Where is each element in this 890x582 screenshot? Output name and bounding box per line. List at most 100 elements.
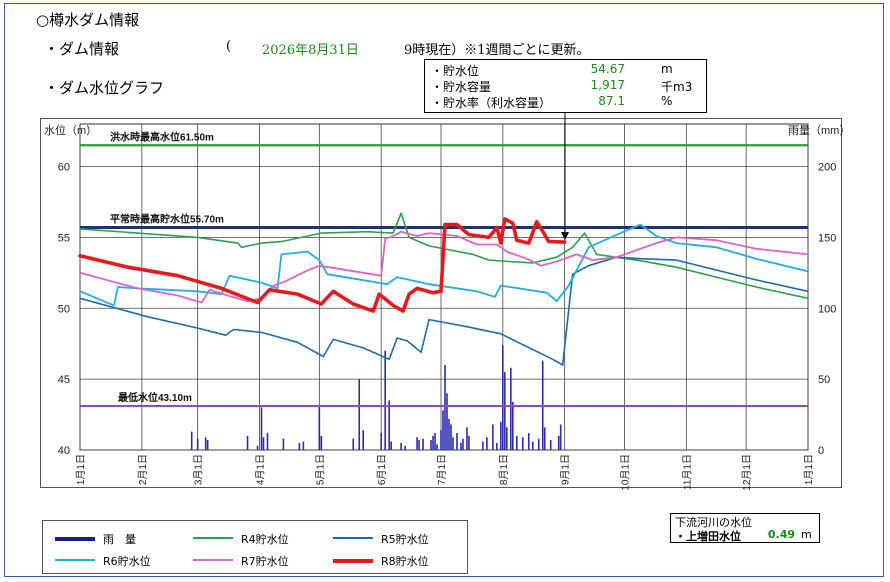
storage-rate-row: ・貯水率（利水容量） 87.1 % — [431, 94, 701, 110]
date-paren: ( — [226, 39, 232, 54]
rain-bar — [531, 441, 534, 450]
x-tick-label: 10月1日 — [620, 454, 632, 491]
storage-rate-label: ・貯水率（利水容量） — [431, 96, 552, 110]
x-tick-label: 11月1日 — [681, 454, 693, 490]
rain-bar — [246, 435, 249, 450]
legend-swatch-r7 — [193, 559, 233, 561]
storage-level-value: 54.67 — [590, 62, 625, 76]
x-tick-label: 1月1日 — [75, 454, 87, 485]
rain-bar — [352, 438, 355, 450]
rain-bar — [543, 427, 546, 450]
y-right-tick-label: 100 — [818, 303, 836, 315]
rain-bar — [434, 432, 436, 450]
rain-bar — [422, 438, 424, 450]
storage-level-unit: m — [661, 62, 673, 76]
legend-label-r5: R5貯水位 — [381, 533, 429, 546]
legend-label-r4: R4貯水位 — [241, 533, 289, 546]
legend-label-r6: R6貯水位 — [103, 555, 151, 568]
legend-swatch-r6 — [55, 559, 95, 561]
rain-bar — [204, 437, 207, 450]
y-right-tick-label: 0 — [818, 445, 824, 457]
y-right-tick-label: 200 — [818, 162, 836, 174]
legend-swatch-rain — [55, 537, 95, 541]
x-tick-label: 1月1日 — [803, 454, 815, 485]
rain-bar — [196, 438, 199, 450]
rain-bar — [206, 440, 209, 450]
rain-bar — [512, 401, 514, 450]
rain-bar — [510, 367, 512, 450]
storage-rate-value: 87.1 — [598, 94, 625, 108]
legend-swatch-r8 — [333, 559, 373, 563]
update-note: 9時現在）※1週間ごとに更新。 — [404, 43, 590, 58]
rain-bar — [380, 432, 382, 450]
rain-bar — [400, 442, 402, 450]
rain-bar — [500, 421, 502, 450]
rain-bar — [527, 432, 530, 450]
rain-bar — [492, 424, 494, 450]
storage-level-label: ・貯水位 — [431, 64, 480, 78]
rain-bar — [456, 432, 458, 450]
rain-bar — [440, 430, 442, 450]
rain-bar — [282, 438, 285, 450]
chart-legend: 雨 量 R4貯水位 R5貯水位 R6貯水位 R7貯水位 R8貯水位 — [42, 520, 468, 574]
dam-info-heading: ・ダム情報 — [44, 40, 120, 58]
rain-bar — [482, 441, 484, 450]
rain-bar — [430, 440, 432, 450]
rain-bar — [358, 379, 361, 450]
rain-bar — [450, 424, 452, 450]
y-right-tick-label: 150 — [818, 232, 836, 244]
reference-line-label: 平常時最高貯水位55.70m — [110, 212, 224, 225]
storage-volume-label: ・貯水容量 — [431, 80, 492, 94]
y-left-tick-label: 55 — [58, 232, 70, 244]
rain-bar — [446, 393, 448, 450]
current-status-box: ・貯水位 54.67 m ・貯水容量 1,917 千m3 ・貯水率（利水容量） … — [424, 59, 707, 113]
legend-item-r8: R8貯水位 — [333, 553, 463, 568]
series-line — [79, 212, 809, 300]
rain-bar — [404, 445, 406, 450]
x-tick-label: 2月1日 — [137, 454, 149, 485]
rain-bar — [506, 427, 508, 450]
storage-volume-row: ・貯水容量 1,917 千m3 — [431, 78, 701, 94]
page-title: ○樽水ダム情報 — [36, 11, 140, 29]
graph-heading: ・ダム水位グラフ — [44, 79, 165, 97]
rain-bar — [442, 410, 444, 450]
legend-item-rain: 雨 量 — [55, 531, 185, 546]
page-frame — [4, 3, 884, 577]
y-left-tick-label: 60 — [58, 162, 70, 174]
rain-bar — [521, 437, 524, 450]
storage-rate-unit: % — [661, 94, 673, 108]
series-line — [79, 230, 809, 304]
legend-item-r6: R6貯水位 — [55, 553, 185, 568]
rain-bar — [557, 435, 560, 450]
rain-bar — [462, 438, 464, 450]
rain-bar — [549, 440, 552, 450]
series-line — [79, 256, 809, 366]
rain-bar — [190, 431, 193, 450]
reference-line-label: 洪水時最高水位61.50m — [110, 130, 214, 143]
rain-bar — [486, 437, 488, 450]
rain-bar — [502, 345, 504, 450]
rain-bar — [444, 364, 446, 450]
x-tick-label: 5月1日 — [314, 454, 326, 485]
x-tick-label: 12月1日 — [741, 454, 753, 491]
storage-level-row: ・貯水位 54.67 m — [431, 62, 701, 78]
rain-bar — [260, 407, 263, 450]
y-left-axis-label: 水位（m） — [44, 123, 97, 137]
rain-bar — [262, 437, 265, 450]
rain-bar — [302, 441, 305, 450]
chart-frame — [40, 118, 842, 488]
river-level-box: 下流河川の水位 ・上増田水位 0.49 m — [670, 513, 820, 543]
legend-item-r5: R5貯水位 — [333, 531, 463, 546]
rain-bar — [516, 435, 518, 450]
rain-bar — [460, 442, 462, 450]
storage-volume-unit: 千m3 — [661, 80, 693, 94]
rain-bar — [266, 432, 269, 450]
legend-swatch-r5 — [333, 537, 373, 539]
rain-bar — [496, 442, 498, 450]
rain-bar — [390, 441, 392, 450]
legend-label-rain: 雨 量 — [103, 533, 136, 546]
rain-bar — [418, 440, 420, 450]
rain-bar — [256, 445, 259, 450]
rain-bar — [436, 444, 438, 450]
storage-volume-value: 1,917 — [590, 78, 625, 92]
